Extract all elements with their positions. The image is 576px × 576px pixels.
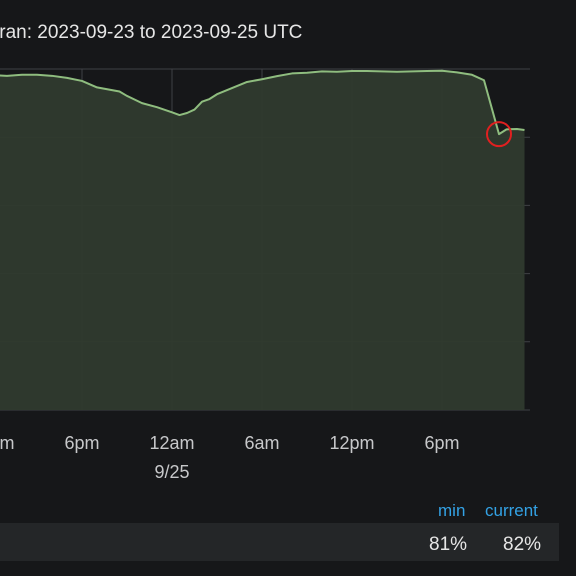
- legend-header-current[interactable]: current: [485, 501, 538, 520]
- legend-series-row[interactable]: [0, 523, 559, 561]
- x-tick-label: 6pm: [64, 433, 99, 453]
- x-tick-label: 12pm: [329, 433, 374, 453]
- highlight-circle: [486, 121, 512, 148]
- legend-header-min[interactable]: min: [438, 501, 466, 520]
- x-tick-label: 12pm: [0, 433, 15, 453]
- x-axis-ticks: 12pm 6pm 12am 9/25 6am 12pm 6pm: [0, 433, 460, 482]
- series-line: [0, 69, 525, 136]
- chart-plot: 12pm 6pm 12am 9/25 6am 12pm 6pm: [0, 68, 530, 482]
- x-tick-sublabel: 9/25: [154, 462, 189, 482]
- legend-value-current: 82%: [503, 534, 542, 555]
- x-tick-label: 6pm: [424, 433, 459, 453]
- legend-value-min: 81%: [429, 534, 468, 555]
- x-tick-label: 6am: [244, 433, 279, 453]
- annotations: [486, 121, 512, 148]
- series-area: [0, 69, 525, 410]
- series-area-fill: [0, 70, 525, 410]
- chart-title: Iran: 2023-09-23 to 2023-09-25 UTC: [0, 22, 303, 43]
- x-tick-label: 12am: [149, 433, 194, 453]
